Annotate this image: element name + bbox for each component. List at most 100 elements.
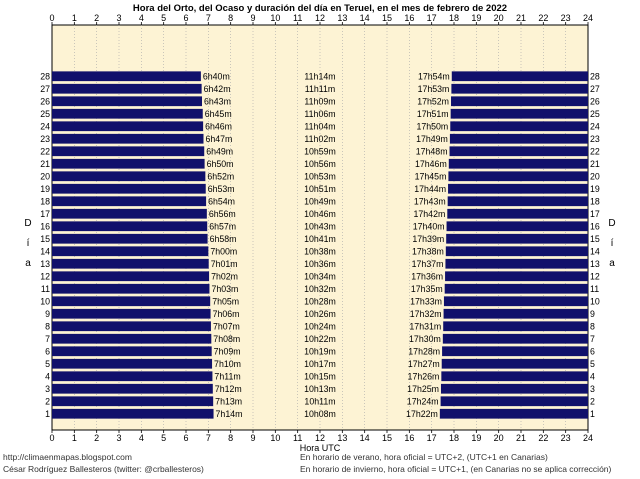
night-bar-evening bbox=[451, 96, 588, 107]
day-length-label: 10h51m bbox=[304, 184, 336, 194]
x-tick-label-bottom: 5 bbox=[161, 433, 166, 443]
night-bar-morning bbox=[52, 208, 207, 219]
day-length-label: 10h24m bbox=[304, 322, 336, 332]
sunrise-label: 6h42m bbox=[204, 84, 231, 94]
night-bar-evening bbox=[451, 71, 588, 82]
night-bar-evening bbox=[446, 233, 588, 244]
y-tick-label-right: 4 bbox=[590, 372, 595, 382]
x-tick-label-bottom: 2 bbox=[94, 433, 99, 443]
y-tick-label-left: 21 bbox=[40, 159, 50, 169]
x-tick-label-top: 18 bbox=[449, 13, 459, 23]
night-bar-evening bbox=[451, 83, 588, 94]
x-tick-label-top: 16 bbox=[404, 13, 414, 23]
night-bar-morning bbox=[52, 371, 213, 382]
sunrise-label: 7h13m bbox=[215, 397, 242, 407]
y-tick-label-right: 12 bbox=[590, 272, 600, 282]
y-tick-label-right: 17 bbox=[590, 209, 600, 219]
night-bar-evening bbox=[442, 346, 588, 357]
x-tick-label-top: 1 bbox=[72, 13, 77, 23]
day-length-label: 10h43m bbox=[304, 222, 336, 232]
night-bar-morning bbox=[52, 221, 208, 232]
x-tick-label-top: 13 bbox=[337, 13, 347, 23]
sunset-label: 17h25m bbox=[407, 384, 439, 394]
day-length-label: 11h02m bbox=[304, 134, 335, 144]
sunset-label: 17h40m bbox=[413, 222, 445, 232]
night-bar-morning bbox=[52, 308, 211, 319]
x-tick-label-top: 17 bbox=[427, 13, 437, 23]
x-tick-label-top: 10 bbox=[270, 13, 280, 23]
footer-winter-note: En horario de invierno, hora oficial = U… bbox=[300, 464, 612, 474]
x-tick-label-top: 11 bbox=[293, 13, 302, 23]
sunset-label: 17h27m bbox=[408, 359, 440, 369]
day-length-label: 10h26m bbox=[304, 309, 336, 319]
sunset-label: 17h22m bbox=[406, 409, 438, 419]
x-tick-label-top: 14 bbox=[360, 13, 370, 23]
y-tick-label-left: 6 bbox=[45, 347, 50, 357]
x-tick-label-bottom: 15 bbox=[382, 433, 392, 443]
sunrise-label: 6h57m bbox=[209, 222, 236, 232]
day-length-label: 10h56m bbox=[304, 159, 336, 169]
x-tick-label-bottom: 0 bbox=[49, 433, 54, 443]
y-tick-label-right: 2 bbox=[590, 397, 595, 407]
day-length-label: 10h28m bbox=[304, 297, 336, 307]
x-tick-label-top: 4 bbox=[139, 13, 144, 23]
night-bar-evening bbox=[445, 246, 588, 257]
y-tick-label-right: 26 bbox=[590, 97, 600, 107]
y-tick-label-left: 13 bbox=[40, 259, 50, 269]
sunrise-label: 6h45m bbox=[205, 109, 232, 119]
night-bar-morning bbox=[52, 408, 214, 419]
night-bar-morning bbox=[52, 358, 213, 369]
x-tick-label-bottom: 19 bbox=[471, 433, 481, 443]
night-bar-morning bbox=[52, 108, 203, 119]
y-tick-label-right: 15 bbox=[590, 234, 600, 244]
x-tick-label-bottom: 16 bbox=[404, 433, 414, 443]
night-bar-evening bbox=[447, 196, 588, 207]
day-length-label: 10h53m bbox=[304, 172, 336, 182]
sunset-label: 17h43m bbox=[414, 197, 446, 207]
y-tick-label-left: 11 bbox=[41, 284, 50, 294]
y-tick-label-left: 12 bbox=[40, 272, 50, 282]
y-tick-label-left: 5 bbox=[45, 359, 50, 369]
night-bar-morning bbox=[52, 383, 213, 394]
y-tick-label-left: 3 bbox=[45, 384, 50, 394]
day-length-label: 10h59m bbox=[304, 147, 336, 157]
day-length-label: 11h06m bbox=[304, 109, 335, 119]
x-tick-label-top: 3 bbox=[116, 13, 121, 23]
sunrise-label: 6h49m bbox=[206, 147, 233, 157]
day-length-label: 10h32m bbox=[304, 284, 336, 294]
y-tick-label-left: 20 bbox=[40, 172, 50, 182]
x-tick-label-bottom: 12 bbox=[315, 433, 325, 443]
night-bar-morning bbox=[52, 296, 211, 307]
sunrise-label: 7h06m bbox=[213, 309, 240, 319]
sunset-label: 17h32m bbox=[410, 309, 442, 319]
y-tick-label-left: 17 bbox=[40, 209, 50, 219]
sunset-label: 17h30m bbox=[409, 334, 441, 344]
sunrise-label: 7h07m bbox=[213, 322, 240, 332]
night-bar-morning bbox=[52, 346, 212, 357]
x-tick-label-top: 15 bbox=[382, 13, 392, 23]
y-axis-label-right: D bbox=[608, 218, 615, 229]
y-tick-label-right: 22 bbox=[590, 147, 600, 157]
y-tick-label-right: 11 bbox=[590, 284, 599, 294]
night-bar-morning bbox=[52, 83, 202, 94]
y-tick-label-right: 23 bbox=[590, 134, 600, 144]
y-tick-label-left: 28 bbox=[40, 72, 50, 82]
y-tick-label-left: 23 bbox=[40, 134, 50, 144]
sunset-label: 17h39m bbox=[412, 234, 444, 244]
sunrise-label: 7h08m bbox=[213, 334, 240, 344]
x-tick-label-top: 0 bbox=[49, 13, 54, 23]
chart-title: Hora del Orto, del Ocaso y duración del … bbox=[133, 3, 507, 14]
night-bar-morning bbox=[52, 133, 204, 144]
night-bar-evening bbox=[446, 221, 588, 232]
night-bar-evening bbox=[440, 396, 588, 407]
y-tick-label-right: 16 bbox=[590, 222, 600, 232]
sunrise-label: 7h11m bbox=[214, 372, 240, 382]
y-tick-label-right: 21 bbox=[590, 159, 600, 169]
y-axis-label-left: í bbox=[27, 238, 30, 249]
day-length-label: 10h22m bbox=[304, 334, 336, 344]
y-tick-label-left: 4 bbox=[45, 372, 50, 382]
sunset-label: 17h44m bbox=[414, 184, 446, 194]
sunset-label: 17h49m bbox=[416, 134, 448, 144]
x-tick-label-bottom: 13 bbox=[337, 433, 347, 443]
